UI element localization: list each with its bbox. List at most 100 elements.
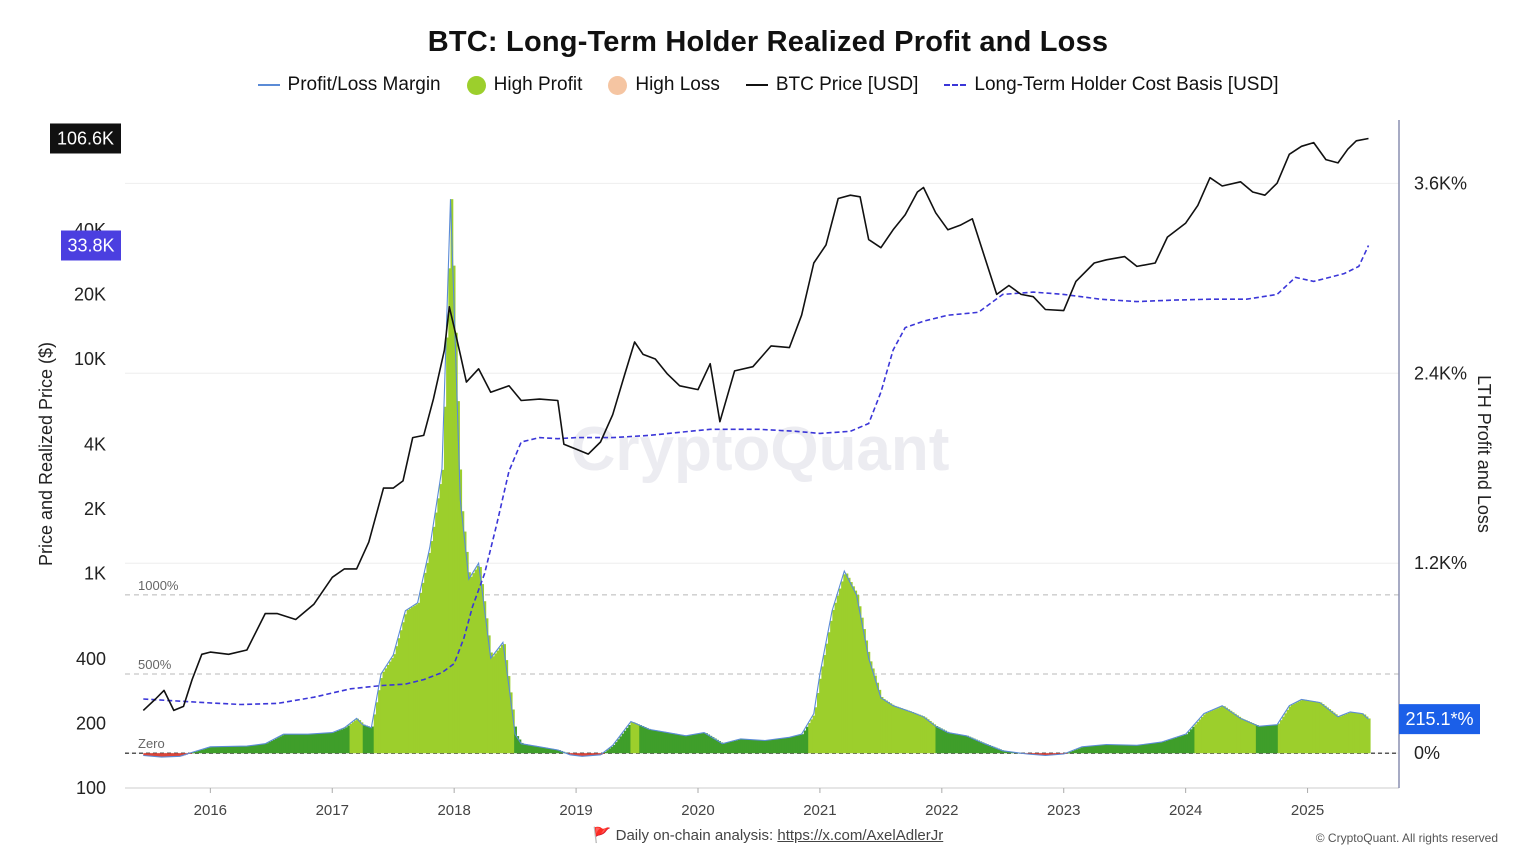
margin-bar (1312, 701, 1316, 754)
margin-bar (830, 620, 833, 754)
margin-bar (680, 734, 684, 754)
margin-bar (242, 746, 245, 754)
margin-bar (1168, 739, 1171, 754)
margin-bar (637, 724, 640, 754)
margin-bar (1328, 709, 1332, 754)
margin-bar (1271, 725, 1275, 754)
margin-bar (474, 569, 478, 754)
y-left-tick-label: 1K (84, 563, 106, 583)
margin-bar (1073, 750, 1077, 754)
y-left-tick-label: 2K (84, 499, 106, 519)
margin-bar (518, 739, 522, 754)
footer-link[interactable]: https://x.com/AxelAdlerJr (777, 827, 944, 844)
margin-bar (1253, 724, 1257, 754)
margin-bar (959, 734, 963, 754)
margin-bar (520, 742, 524, 754)
margin-bar (351, 722, 355, 754)
margin-bar (340, 729, 344, 754)
margin-bar (378, 690, 381, 754)
margin-bar (865, 640, 869, 754)
margin-bar (292, 734, 296, 754)
margin-bar (152, 753, 155, 757)
margin-bar (1337, 716, 1340, 754)
margin-bar (573, 753, 577, 756)
margin-bar (536, 746, 539, 754)
margin-bar (1130, 745, 1134, 754)
margin-bar (149, 753, 153, 757)
margin-bar (253, 745, 256, 754)
margin-bar (283, 734, 287, 754)
margin-bar (1315, 701, 1318, 754)
margin-bar (255, 744, 258, 754)
margin-bar (371, 726, 375, 754)
margin-bar (667, 732, 671, 754)
margin-bar (1007, 751, 1011, 754)
margin-bar (757, 740, 761, 754)
margin-bar (200, 749, 204, 754)
margin-bar (1238, 716, 1242, 754)
y-left-tick-label: 20K (74, 284, 106, 304)
watermark: CryptoQuant (571, 415, 950, 484)
y-right-axis-title: LTH Profit and Loss (1474, 375, 1494, 533)
margin-bar (1032, 753, 1035, 755)
margin-bar (380, 678, 384, 754)
margin-bar (358, 720, 362, 754)
margin-bar (650, 729, 653, 754)
margin-bar (740, 739, 743, 754)
cost-basis-badge-box (61, 230, 121, 261)
margin-bar (259, 744, 263, 754)
y-left-tick-label: 200 (76, 713, 106, 733)
margin-bar (224, 746, 228, 754)
x-tick-label: 2019 (559, 802, 592, 819)
y-right-tick-label: 2.4K% (1414, 363, 1467, 383)
margin-bar (413, 605, 416, 754)
legend-item-cost-basis[interactable]: Long-Term Holder Cost Basis [USD] (944, 74, 1278, 96)
margin-bar (1222, 706, 1226, 754)
margin-bar (977, 740, 980, 754)
margin-bar (944, 730, 948, 754)
margin-badge-text: 215.1*% (1405, 709, 1473, 729)
margin-bar (762, 740, 765, 754)
x-tick-label: 2017 (316, 802, 349, 819)
margin-bar (323, 733, 327, 754)
margin-bar (586, 753, 590, 756)
legend-item-high-profit[interactable]: High Profit (466, 74, 582, 96)
margin-bar (307, 734, 311, 754)
margin-bar (443, 406, 447, 754)
margin-bar (1082, 746, 1086, 754)
margin-bar (421, 582, 425, 754)
margin-bar (296, 734, 300, 754)
margin-bar (1306, 700, 1310, 754)
legend-item-high-loss[interactable]: High Loss (608, 74, 720, 96)
margin-bar (485, 618, 489, 754)
margin-bar (742, 739, 746, 754)
legend-item-margin[interactable]: Profit/Loss Margin (257, 74, 441, 96)
margin-bar (1236, 715, 1239, 754)
footer-text: Daily on-chain analysis: (615, 827, 778, 844)
margin-bar (1310, 700, 1314, 754)
margin-bar (220, 746, 223, 754)
margin-bar (1242, 719, 1246, 754)
margin-bar (490, 652, 493, 754)
margin-bar (1174, 737, 1178, 754)
margin-bar (575, 753, 579, 756)
margin-bar (652, 729, 656, 754)
margin-bar (891, 704, 895, 754)
margin-bar (165, 753, 169, 757)
margin-bar (931, 722, 934, 754)
margin-bar (1141, 744, 1145, 754)
margin-bar (1220, 706, 1224, 754)
legend-label-cost-basis: Long-Term Holder Cost Basis [USD] (974, 74, 1279, 95)
margin-bar (1225, 707, 1228, 754)
margin-bar (632, 722, 636, 754)
legend-item-btc-price[interactable]: BTC Price [USD] (745, 74, 918, 96)
margin-bar (1196, 721, 1200, 754)
margin-bar (217, 746, 221, 754)
margin-bar (630, 722, 634, 754)
margin-bar (895, 706, 899, 754)
margin-bar (665, 732, 669, 754)
margin-bar (1293, 703, 1296, 754)
margin-bar (847, 577, 851, 754)
margin-bar (244, 746, 248, 754)
